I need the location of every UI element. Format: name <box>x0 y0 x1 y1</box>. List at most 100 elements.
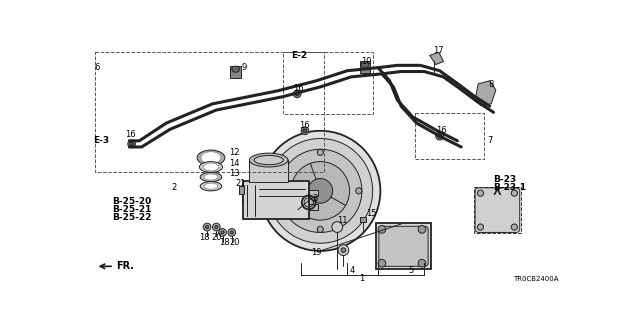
Text: 16: 16 <box>300 121 310 130</box>
Bar <box>308 204 318 210</box>
Text: 3: 3 <box>312 194 318 203</box>
Circle shape <box>301 127 308 135</box>
FancyBboxPatch shape <box>475 188 520 232</box>
Circle shape <box>204 223 211 231</box>
Polygon shape <box>476 81 496 105</box>
Circle shape <box>219 228 227 236</box>
Text: 14: 14 <box>230 159 240 168</box>
Text: 6: 6 <box>95 63 100 72</box>
Ellipse shape <box>204 174 218 180</box>
Circle shape <box>230 231 234 234</box>
Bar <box>360 61 371 73</box>
Text: 4: 4 <box>349 267 355 276</box>
Text: 15: 15 <box>367 210 377 219</box>
Text: 18: 18 <box>198 233 209 242</box>
Circle shape <box>418 226 426 233</box>
Ellipse shape <box>197 150 225 165</box>
Circle shape <box>260 131 380 251</box>
Bar <box>230 66 241 78</box>
Text: 1: 1 <box>359 274 364 283</box>
Bar <box>284 52 372 114</box>
Bar <box>360 217 365 222</box>
Circle shape <box>128 140 136 148</box>
Text: 2: 2 <box>171 182 176 191</box>
Text: FR.: FR. <box>116 261 134 271</box>
Text: B-25-22: B-25-22 <box>113 212 152 221</box>
Text: B-23-1: B-23-1 <box>493 182 527 191</box>
Text: 9: 9 <box>242 63 247 72</box>
Text: 16: 16 <box>436 126 447 135</box>
Ellipse shape <box>250 153 288 167</box>
Text: E-2: E-2 <box>291 51 307 60</box>
Text: B-23: B-23 <box>493 175 516 184</box>
Text: 16: 16 <box>125 130 135 139</box>
Ellipse shape <box>200 162 223 172</box>
Circle shape <box>221 231 224 234</box>
Circle shape <box>341 248 346 252</box>
Circle shape <box>438 134 442 138</box>
Ellipse shape <box>204 183 218 189</box>
Circle shape <box>303 129 307 133</box>
Circle shape <box>317 226 323 232</box>
Circle shape <box>130 142 134 146</box>
Ellipse shape <box>361 61 369 68</box>
Circle shape <box>477 190 484 196</box>
Circle shape <box>317 149 323 156</box>
Circle shape <box>378 260 386 267</box>
Bar <box>415 113 484 159</box>
Text: E-3: E-3 <box>93 136 109 145</box>
Bar <box>243 181 308 219</box>
Text: 11: 11 <box>337 216 348 225</box>
Text: TR0CB2400A: TR0CB2400A <box>513 276 559 282</box>
Text: 10: 10 <box>361 57 372 66</box>
Circle shape <box>215 226 218 228</box>
Bar <box>474 187 520 233</box>
Bar <box>308 190 318 196</box>
Circle shape <box>477 224 484 230</box>
Circle shape <box>268 139 372 243</box>
Bar <box>250 160 288 182</box>
Bar <box>376 223 431 269</box>
Text: 8: 8 <box>488 80 493 89</box>
Text: 7: 7 <box>488 136 493 145</box>
Bar <box>95 52 324 172</box>
Text: 16: 16 <box>293 84 304 93</box>
Circle shape <box>332 222 342 232</box>
Circle shape <box>308 179 333 203</box>
Circle shape <box>228 228 236 236</box>
Ellipse shape <box>200 172 221 182</box>
Ellipse shape <box>200 182 221 191</box>
Text: 19: 19 <box>311 248 321 257</box>
Circle shape <box>511 190 517 196</box>
Text: 17: 17 <box>433 46 444 55</box>
Circle shape <box>511 224 517 230</box>
Circle shape <box>279 188 285 194</box>
Circle shape <box>212 223 220 231</box>
Circle shape <box>279 149 362 232</box>
Polygon shape <box>429 52 444 65</box>
Circle shape <box>378 226 386 233</box>
Ellipse shape <box>201 152 221 164</box>
FancyBboxPatch shape <box>379 226 428 266</box>
Circle shape <box>293 90 301 98</box>
Text: B-25-21: B-25-21 <box>113 205 152 214</box>
Ellipse shape <box>232 66 239 72</box>
Bar <box>239 186 244 194</box>
Text: 21: 21 <box>236 179 246 188</box>
Text: 18: 18 <box>219 238 229 247</box>
Text: 12: 12 <box>230 148 240 157</box>
Circle shape <box>205 226 209 228</box>
Text: 5: 5 <box>409 267 414 276</box>
Circle shape <box>436 132 444 140</box>
Ellipse shape <box>204 163 219 171</box>
Text: 13: 13 <box>230 169 240 178</box>
Circle shape <box>338 245 349 256</box>
Ellipse shape <box>254 156 284 165</box>
Circle shape <box>291 162 349 220</box>
Text: 20: 20 <box>211 233 221 242</box>
Text: B-25-20: B-25-20 <box>113 197 152 206</box>
Circle shape <box>295 92 299 96</box>
Circle shape <box>356 188 362 194</box>
Circle shape <box>418 260 426 267</box>
Text: 20: 20 <box>230 238 240 247</box>
